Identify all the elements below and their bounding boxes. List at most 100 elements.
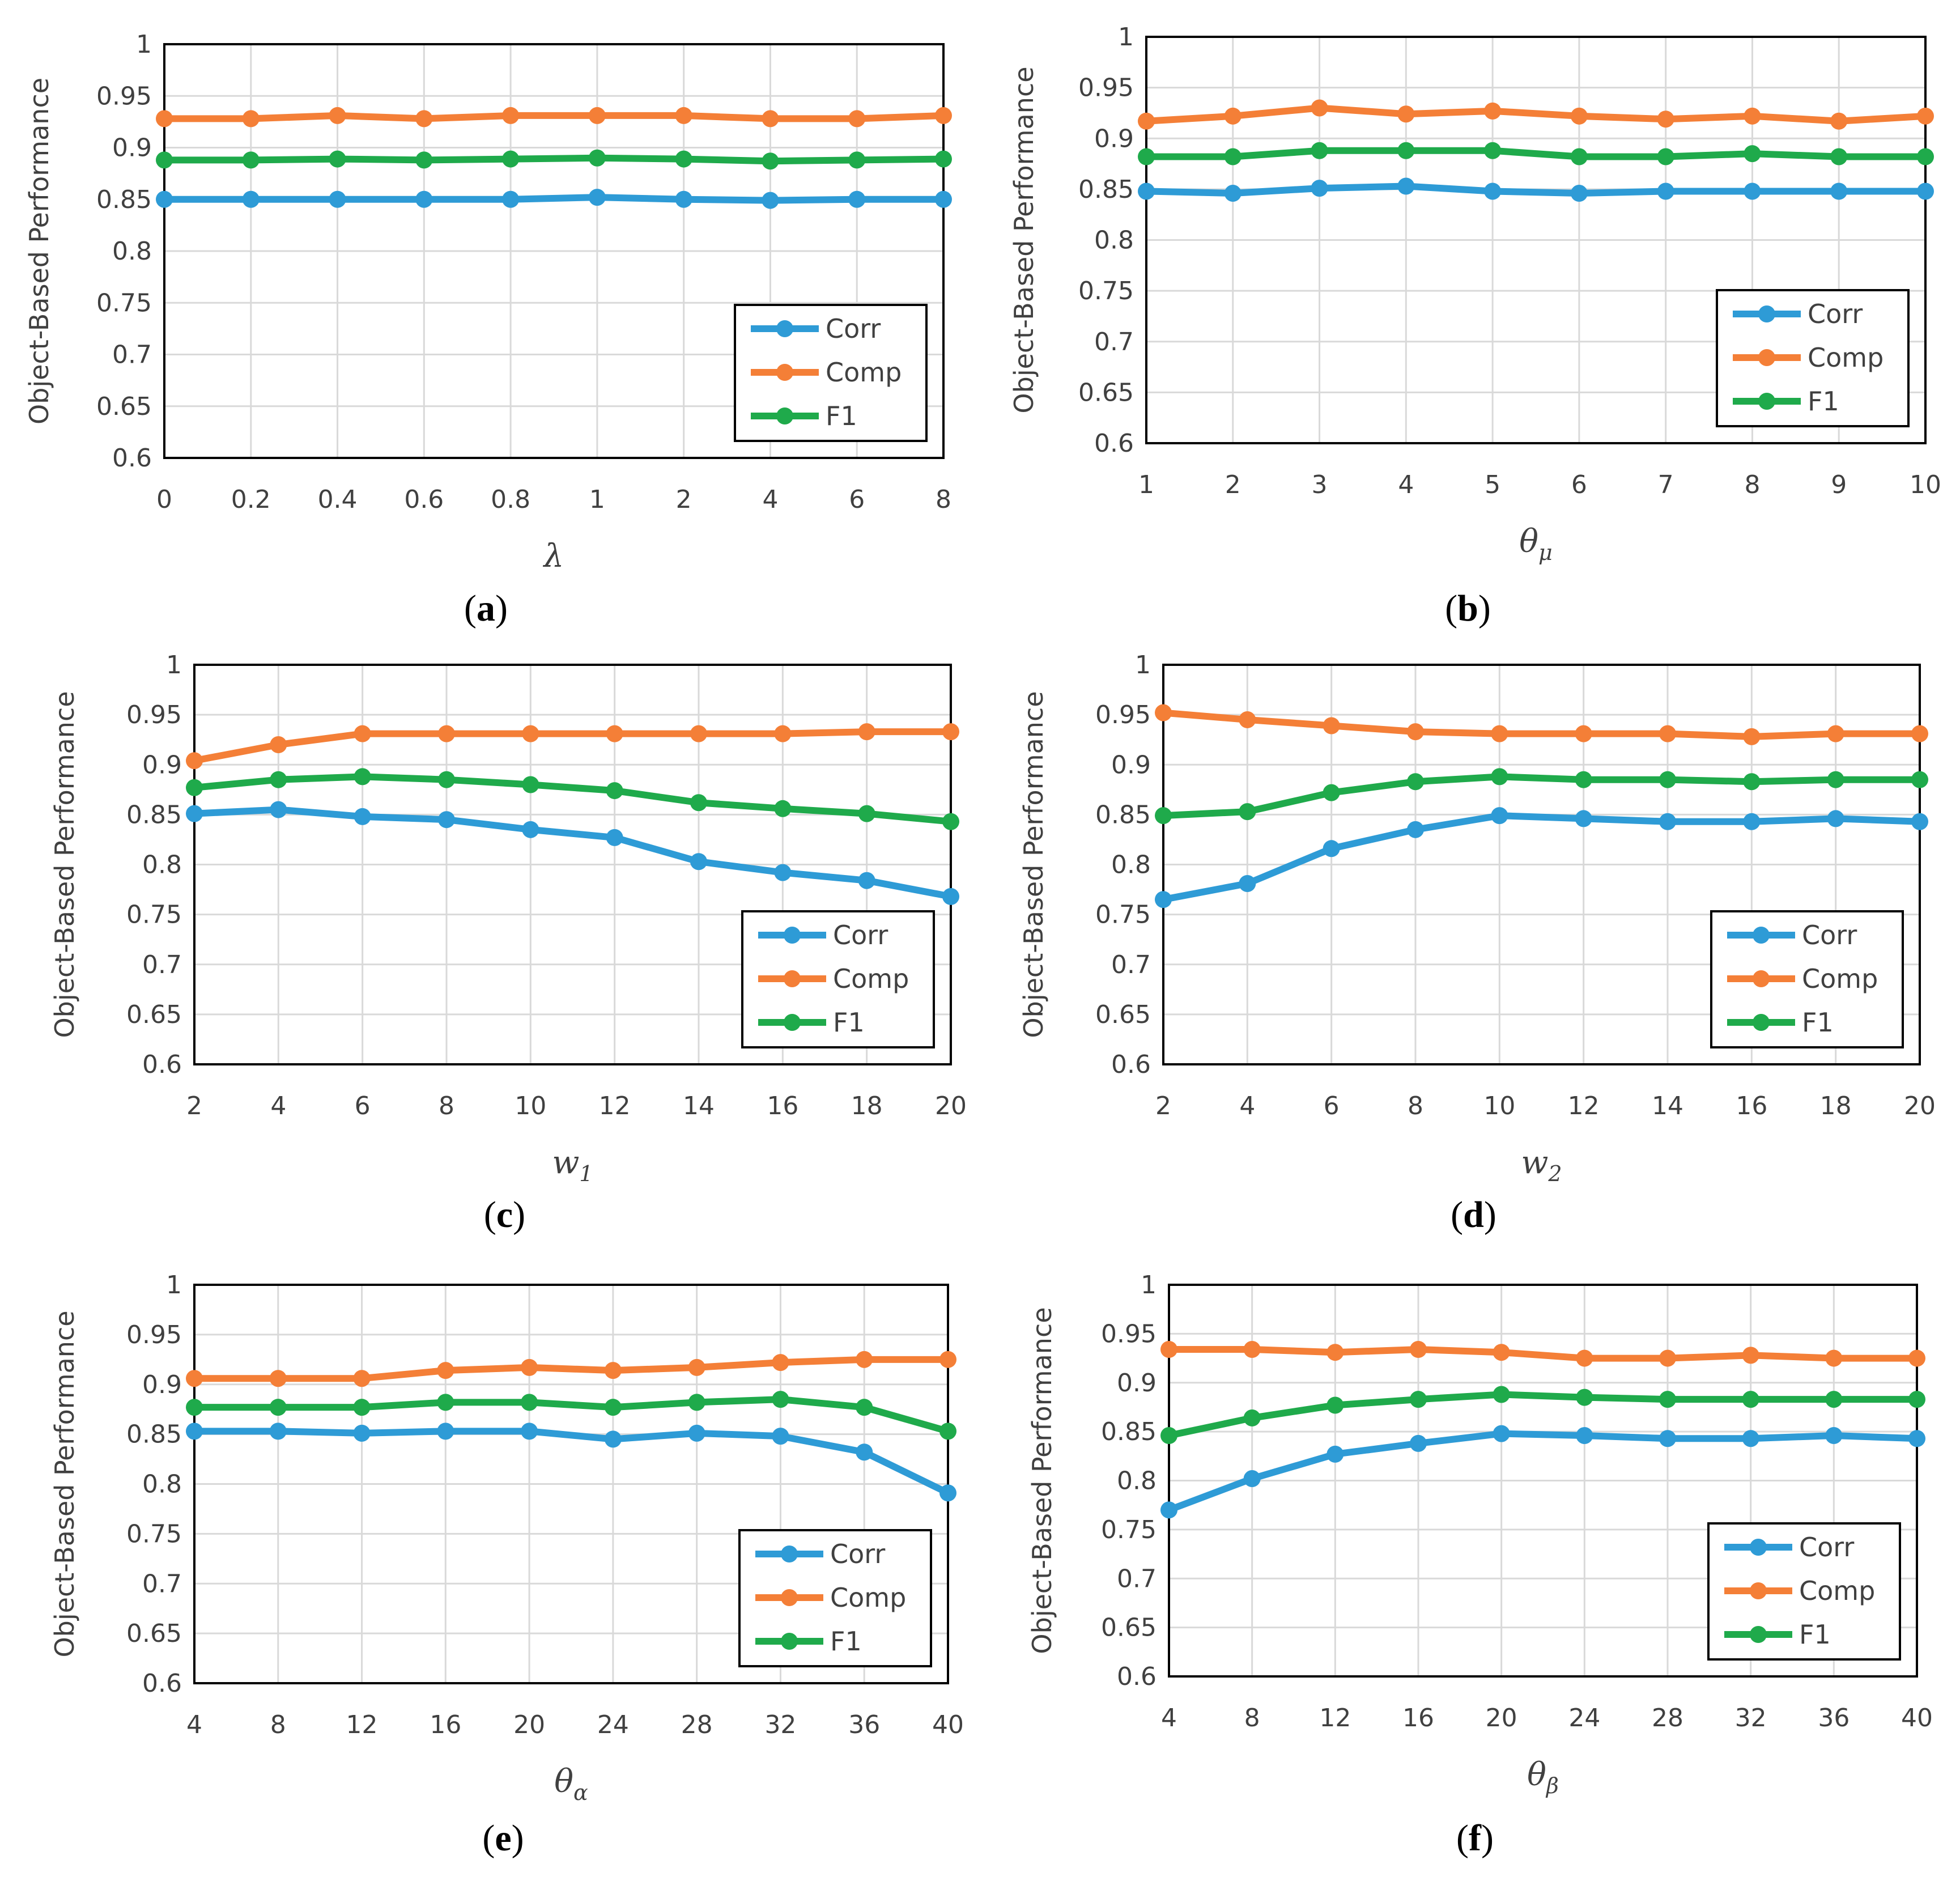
- x-tick-label: 40: [932, 1710, 964, 1739]
- y-tick-label: 0.95: [126, 1320, 182, 1349]
- data-point-corr: [1825, 1427, 1843, 1445]
- series-line-comp: [1143, 104, 1929, 125]
- data-point-corr: [762, 192, 779, 209]
- data-point-f1: [353, 1399, 371, 1416]
- x-tick-label: 1: [589, 485, 605, 514]
- data-point-comp: [1397, 105, 1415, 123]
- data-point-f1: [942, 813, 959, 830]
- y-tick-label: 0.65: [1101, 1613, 1157, 1642]
- y-axis-label: Object-Based Performance: [1018, 691, 1049, 1038]
- x-tick-label: 4: [762, 485, 778, 514]
- data-point-f1: [1397, 142, 1415, 159]
- data-point-corr: [1484, 182, 1502, 200]
- y-tick-label: 0.7: [1117, 1564, 1157, 1593]
- data-point-f1: [772, 1391, 789, 1408]
- data-point-corr: [1657, 182, 1674, 200]
- y-tick-label: 0.75: [126, 901, 182, 929]
- data-point-corr: [690, 853, 707, 871]
- legend-swatch-dot: [776, 407, 793, 424]
- y-tick-label: 0.95: [1078, 74, 1134, 103]
- legend-swatch-dot: [784, 970, 801, 987]
- y-tick-label: 0.65: [126, 1619, 182, 1648]
- data-point-comp: [772, 1354, 789, 1372]
- x-tick-label: 6: [355, 1092, 371, 1120]
- y-tick-label: 0.7: [1094, 328, 1134, 356]
- series-line-corr: [1143, 182, 1929, 197]
- legend-label-f1: F1: [826, 401, 857, 431]
- data-point-corr: [604, 1430, 622, 1448]
- x-axis-label: θα: [554, 1763, 588, 1805]
- data-point-corr: [675, 190, 692, 208]
- data-point-corr: [1491, 807, 1508, 825]
- y-tick-label: 0.9: [1111, 750, 1151, 779]
- x-tick-label: 28: [1652, 1704, 1683, 1733]
- y-axis-label: Object-Based Performance: [49, 1310, 80, 1657]
- y-tick-label: 0.8: [142, 1470, 182, 1499]
- legend-swatch-dot: [1758, 305, 1775, 322]
- data-point-f1: [1239, 803, 1256, 821]
- data-point-comp: [1742, 1347, 1759, 1364]
- data-point-corr: [856, 1443, 873, 1461]
- data-point-corr: [353, 1424, 371, 1442]
- data-point-comp: [1138, 112, 1155, 130]
- x-axis-label: w1: [552, 1144, 593, 1186]
- data-point-corr: [522, 821, 539, 838]
- panel-caption: (d): [1451, 1194, 1496, 1235]
- x-tick-label: 20: [1904, 1092, 1936, 1120]
- data-point-comp: [1323, 717, 1340, 734]
- data-point-f1: [1410, 1391, 1427, 1408]
- data-point-corr: [1830, 182, 1848, 200]
- x-tick-label: 4: [1161, 1704, 1177, 1733]
- legend-swatch-dot: [1758, 349, 1775, 366]
- x-tick-label: 2: [1225, 470, 1241, 499]
- data-point-comp: [675, 107, 692, 124]
- data-point-f1: [1908, 1391, 1925, 1408]
- data-point-f1: [588, 149, 606, 167]
- data-point-comp: [1744, 107, 1761, 125]
- data-point-f1: [1491, 768, 1508, 785]
- data-point-f1: [774, 800, 792, 817]
- plot-frame: [1145, 36, 1927, 444]
- data-point-corr: [270, 801, 287, 818]
- data-point-comp: [1575, 725, 1592, 742]
- data-point-f1: [270, 771, 287, 788]
- x-tick-label: 2: [676, 485, 692, 514]
- legend-label-corr: Corr: [1808, 299, 1863, 329]
- y-tick-label: 1: [1118, 23, 1134, 52]
- data-point-comp: [156, 110, 173, 128]
- data-point-corr: [1575, 810, 1592, 827]
- data-point-f1: [1243, 1409, 1261, 1426]
- y-tick-label: 0.65: [96, 392, 152, 421]
- data-point-f1: [762, 152, 779, 170]
- data-point-comp: [1917, 107, 1934, 125]
- data-point-f1: [1576, 1389, 1593, 1406]
- data-point-comp: [1570, 107, 1588, 125]
- y-tick-label: 0.9: [1117, 1369, 1157, 1398]
- data-point-comp: [1827, 725, 1844, 742]
- data-point-f1: [1570, 148, 1588, 165]
- legend-label-corr: Corr: [833, 920, 888, 950]
- x-tick-label: 20: [935, 1092, 967, 1120]
- data-point-comp: [935, 107, 952, 124]
- legend-label-f1: F1: [1808, 386, 1839, 417]
- legend-swatch-dot: [781, 1545, 798, 1562]
- data-point-comp: [1484, 102, 1502, 120]
- y-tick-label: 0.65: [1095, 1000, 1151, 1029]
- legend-label-corr: Corr: [830, 1539, 885, 1569]
- y-tick-label: 0.8: [1117, 1467, 1157, 1496]
- series-line-f1: [191, 773, 954, 825]
- x-tick-label: 0.2: [231, 485, 271, 514]
- data-point-corr: [1659, 813, 1676, 830]
- data-point-f1: [437, 1394, 454, 1411]
- legend-swatch-dot: [781, 1589, 798, 1606]
- y-tick-label: 0.95: [96, 82, 152, 111]
- series-line-comp: [161, 112, 947, 122]
- x-tick-label: 0.6: [404, 485, 444, 514]
- data-point-corr: [415, 190, 433, 208]
- legend-swatch-dot: [1753, 927, 1770, 944]
- data-point-corr: [1224, 185, 1242, 202]
- series-line-comp: [1166, 1346, 1920, 1362]
- x-tick-label: 16: [767, 1092, 798, 1120]
- data-point-f1: [329, 150, 346, 168]
- y-tick-label: 1: [1141, 1271, 1157, 1300]
